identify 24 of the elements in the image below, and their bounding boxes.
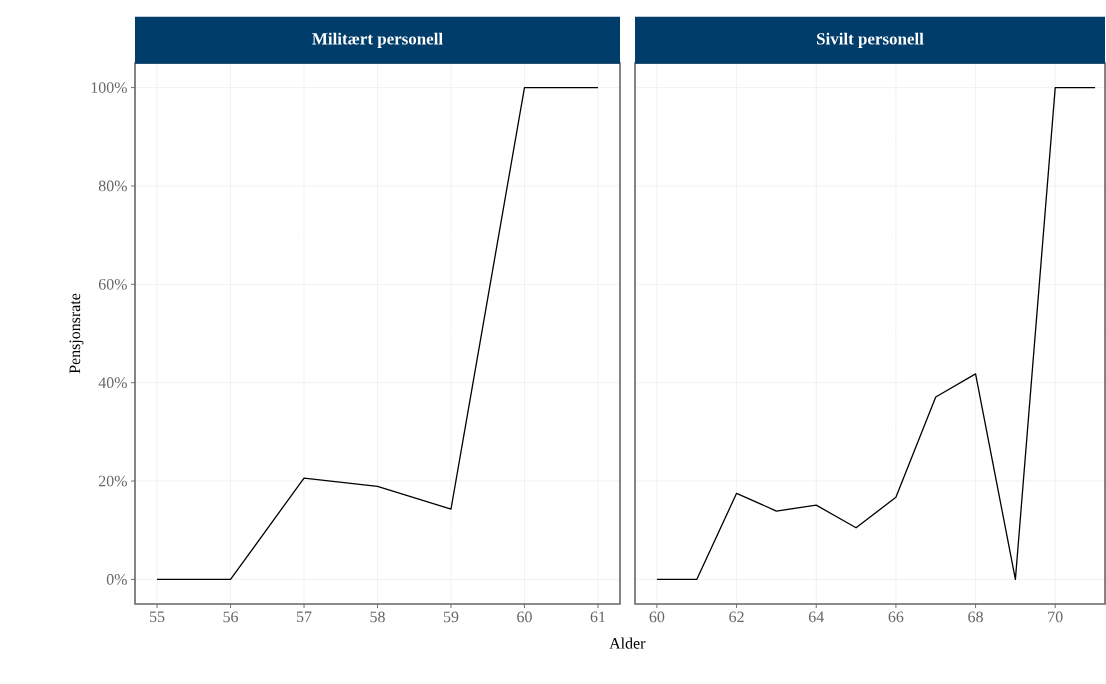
x-tick-label: 62	[729, 611, 744, 623]
x-tick-label: 60	[649, 611, 665, 623]
x-tick-label: 56	[223, 611, 239, 623]
y-tick-label: 40%	[98, 377, 127, 389]
x-tick-label: 55	[150, 611, 165, 623]
x-tick-label: 59	[443, 611, 459, 623]
chart-title: Militært personell	[312, 32, 443, 48]
chart-title: Sivilt personell	[817, 32, 924, 48]
x-tick-label: 66	[888, 611, 904, 623]
x-tick-label: 64	[808, 611, 824, 623]
x-tick-label: 70	[1048, 611, 1063, 623]
y-tick-label: 100%	[91, 82, 127, 93]
line-series	[156, 86, 599, 581]
y-axis-title: Pensjonsrate	[69, 293, 84, 374]
x-tick-label: 57	[296, 611, 312, 623]
x-tick-label: 60	[517, 611, 532, 623]
x-tick-label: 61	[590, 611, 605, 623]
x-tick-label: 68	[968, 611, 983, 623]
y-tick-label: 80%	[98, 180, 127, 192]
y-tick-label: 20%	[98, 475, 127, 487]
y-tick-label: 60%	[98, 278, 127, 290]
x-axis-title: Alder	[609, 637, 646, 649]
x-tick-label: 58	[370, 611, 385, 623]
y-tick-label: 0%	[106, 574, 127, 585]
